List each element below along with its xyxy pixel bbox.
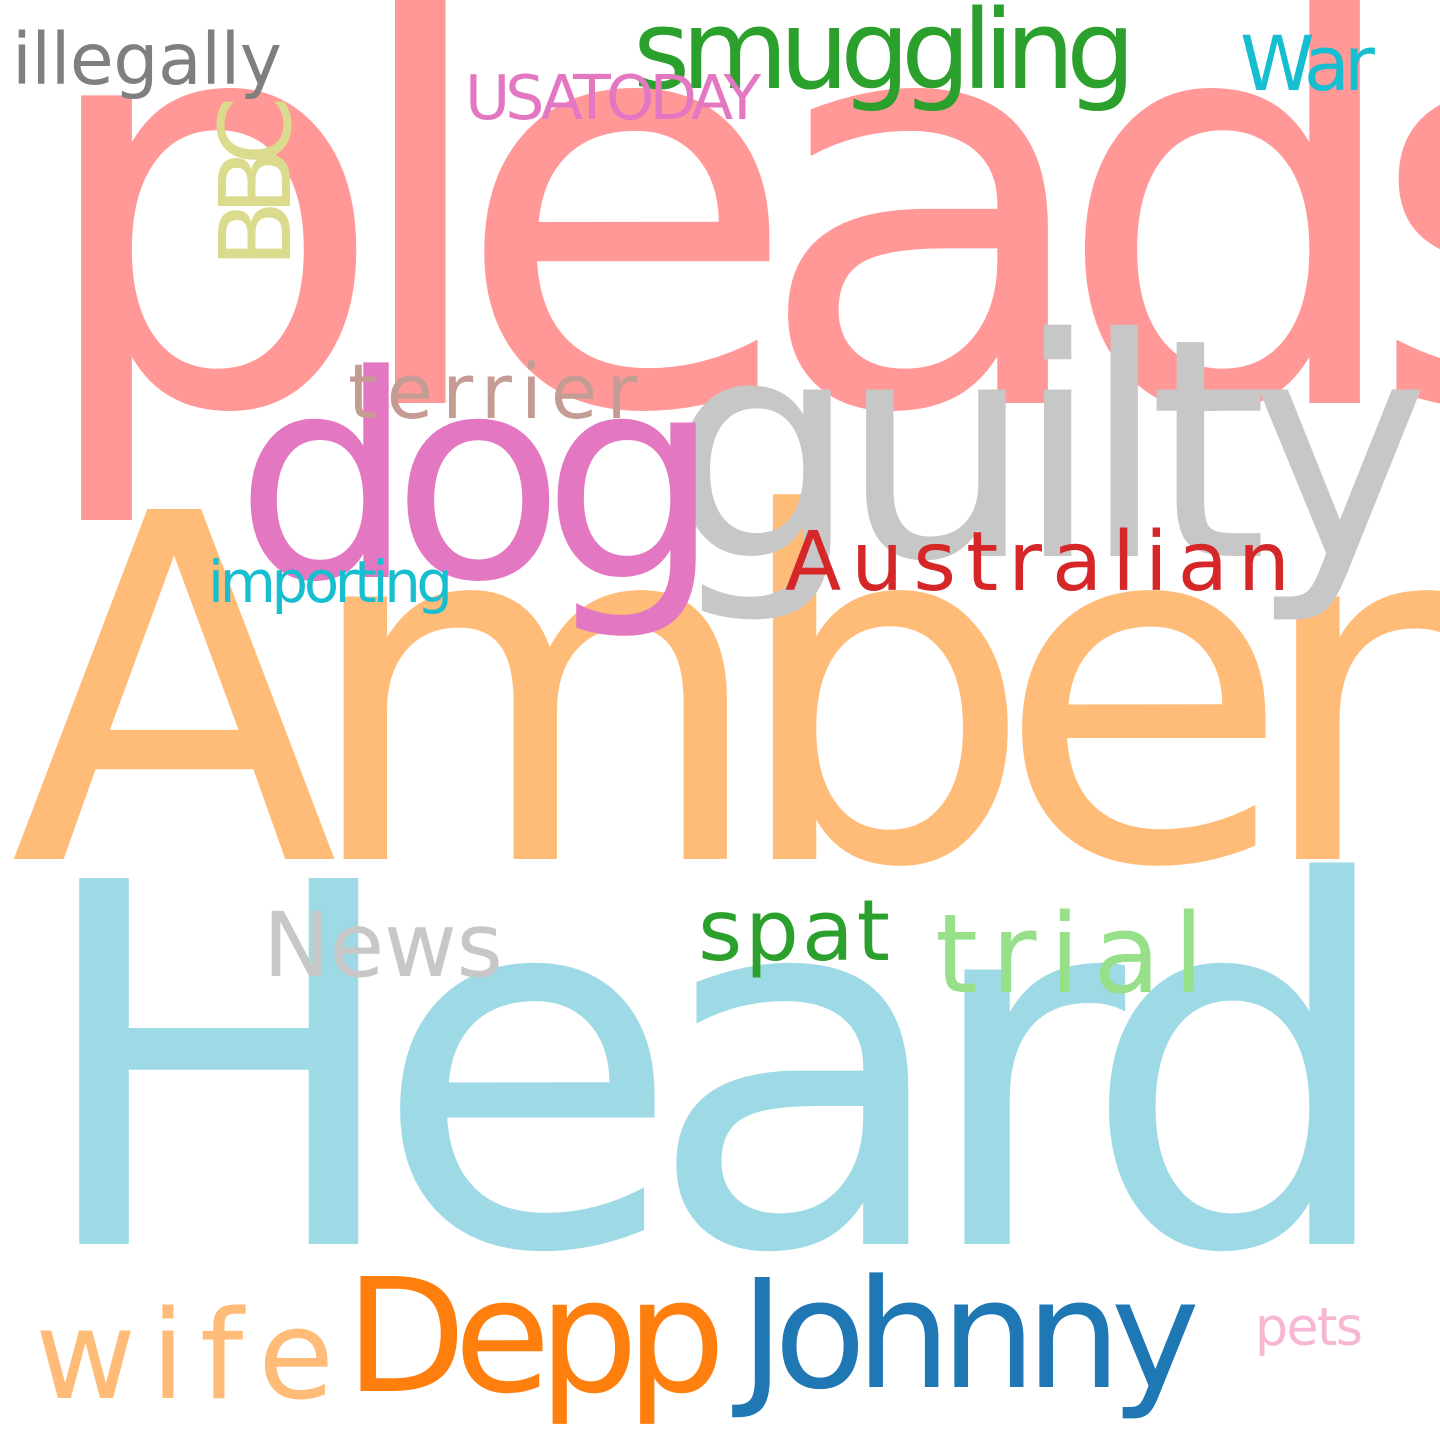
word-trial: trial: [935, 890, 1218, 1019]
word-pleads: pleads: [30, 0, 1440, 537]
word-bbc: BBC: [199, 111, 315, 268]
word-smuggling: smuggling: [633, 0, 1136, 115]
word-illegally: illegally: [12, 17, 282, 101]
word-depp: Depp: [345, 1245, 726, 1429]
word-spat: spat: [698, 882, 893, 982]
word-guilty: guilty: [665, 273, 1430, 629]
word-johnny: Johnny: [740, 1246, 1200, 1423]
word-news: News: [263, 894, 503, 999]
word-importing: importing: [208, 548, 453, 616]
word-usatoday: USATODAY: [465, 61, 761, 134]
word-war: War: [1240, 19, 1375, 108]
word-pets: pets: [1255, 1297, 1363, 1358]
word-wife: wife: [35, 1284, 349, 1429]
word-terrier: terrier: [348, 347, 647, 436]
word-australian: Australian: [785, 514, 1300, 610]
word-heard: Heard: [30, 779, 1400, 1364]
word-dog: dog: [235, 314, 721, 644]
word-amber: Amber: [10, 414, 1440, 974]
